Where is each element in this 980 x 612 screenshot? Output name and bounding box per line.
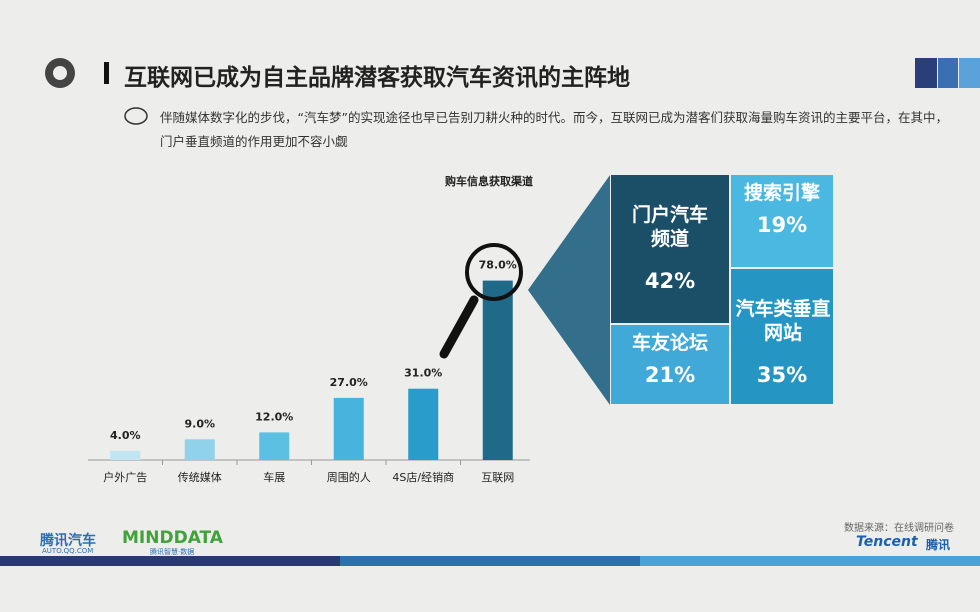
bar — [408, 388, 439, 460]
deco-block — [959, 58, 980, 88]
speech-icon — [124, 107, 148, 125]
deco-block — [915, 58, 937, 88]
magnifier-ring — [465, 243, 523, 301]
cell-value: 35% — [756, 363, 808, 387]
treemap-cell: 搜索引擎 19% — [730, 174, 834, 268]
x-tick-label: 车展 — [263, 470, 285, 484]
deco-block — [938, 58, 958, 88]
cell-label: 车友论坛 — [631, 332, 708, 354]
value-label: 27.0% — [330, 376, 368, 389]
bar — [482, 280, 513, 460]
x-tick-label: 周围的人 — [327, 470, 371, 484]
value-label: 4.0% — [110, 429, 141, 442]
magnifier-handle — [439, 295, 479, 359]
page-title: 互联网已成为自主品牌潜客获取汽车资讯的主阵地 — [124, 65, 630, 91]
source: 数据来源：在线调研问卷 — [844, 523, 954, 534]
cell-value: 42% — [644, 269, 696, 293]
zoom-funnel — [528, 175, 610, 405]
logo-text: 腾讯汽车 — [40, 533, 96, 549]
cell-label: 汽车类垂直网站 — [735, 298, 831, 344]
treemap-cell: 汽车类垂直网站 35% — [730, 268, 834, 405]
cell-label: 门户汽车频道 — [631, 204, 708, 250]
logo-text: MINDDATA — [122, 528, 223, 548]
value-label: 12.0% — [255, 410, 293, 423]
footer-bar — [640, 556, 980, 566]
description: 伴随媒体数字化的步伐，“汽车梦”的实现途径也早已告别刀耕火种的时代。而今，互联网… — [160, 110, 948, 149]
logo-text: 腾讯 — [926, 538, 951, 552]
x-tick-label: 传统媒体 — [178, 470, 222, 484]
footer-bar — [0, 556, 340, 566]
cell-label: 搜索引擎 — [743, 182, 820, 204]
value-label: 9.0% — [184, 417, 215, 430]
footer-bar — [340, 556, 640, 566]
bar — [259, 432, 290, 460]
treemap-cell: 车友论坛 21% — [610, 324, 730, 405]
logo-icon — [53, 66, 67, 80]
cell-value: 21% — [644, 363, 696, 387]
x-tick-label: 互联网 — [481, 471, 514, 484]
bar — [110, 450, 141, 460]
logo-text: Tencent — [856, 534, 918, 550]
bar — [184, 439, 215, 460]
value-label: 78.0% — [479, 259, 517, 272]
cell-value: 19% — [756, 213, 808, 237]
x-tick-label: 户外广告 — [103, 470, 147, 484]
bar — [333, 397, 364, 460]
value-label: 31.0% — [404, 367, 442, 380]
title-marker — [104, 62, 109, 84]
logo-text: 腾讯智慧·数据 — [150, 548, 195, 556]
x-tick-label: 4S店/经销商 — [392, 470, 454, 484]
logo-text: AUTO.QQ.COM — [42, 547, 94, 555]
treemap-cell: 门户汽车频道 42% — [610, 174, 730, 324]
chart-title: 购车信息获取渠道 — [445, 174, 533, 188]
